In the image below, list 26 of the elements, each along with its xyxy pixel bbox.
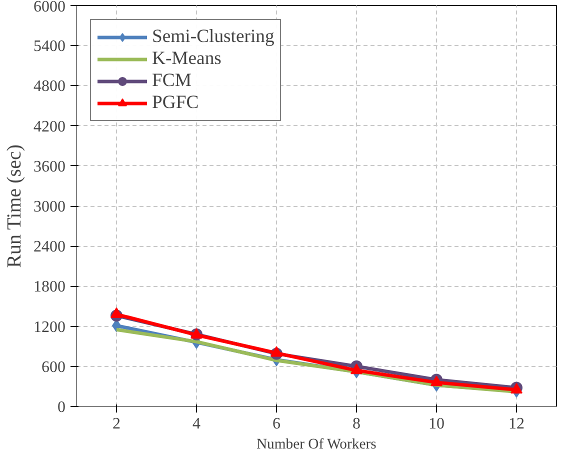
- x-tick-label: 2: [112, 416, 120, 432]
- legend-label: FCM: [152, 70, 192, 92]
- y-tick-label: 2400: [34, 238, 66, 256]
- y-tick-label: 1200: [34, 318, 66, 336]
- x-tick-label: 4: [192, 416, 200, 432]
- y-tick-label: 1800: [34, 278, 66, 296]
- y-tick-label: 600: [42, 358, 66, 376]
- legend-label: K-Means: [152, 48, 222, 70]
- y-tick-label: 4800: [34, 78, 66, 96]
- point: [110, 307, 122, 318]
- x-axis-title: Number Of Workers: [256, 436, 377, 452]
- y-tick-label: 3000: [34, 198, 66, 216]
- legend-label: Semi-Clustering: [152, 26, 274, 48]
- x-tick-label: 12: [508, 416, 524, 432]
- y-tick-label: 5400: [34, 38, 66, 56]
- point: [350, 364, 362, 374]
- x-tick-label: 10: [428, 416, 444, 432]
- y-tick-label: 6000: [34, 0, 66, 16]
- point: [270, 346, 282, 357]
- y-axis-title: Run Time (sec): [4, 144, 26, 268]
- x-tick-label: 8: [352, 416, 360, 432]
- legend-label: PGFC: [152, 92, 199, 114]
- y-tick-label: 0: [58, 399, 66, 416]
- y-tick-label: 3600: [34, 158, 66, 176]
- y-tick-label: 4200: [34, 118, 66, 136]
- x-tick-label: 6: [272, 416, 280, 432]
